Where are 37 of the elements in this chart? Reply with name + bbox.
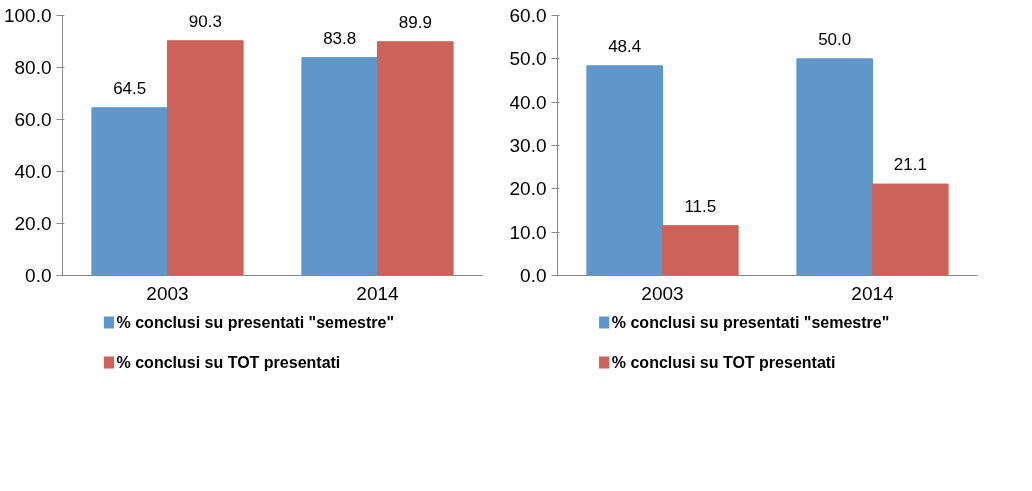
y-tick-label: 10.0 (509, 221, 547, 243)
bar (872, 183, 949, 276)
y-tick-label: 60.0 (509, 5, 547, 26)
bar (662, 225, 739, 276)
bar (796, 58, 873, 276)
bar (167, 40, 244, 276)
y-tick-label: 20.0 (509, 178, 547, 200)
data-label: 11.5 (684, 196, 717, 216)
y-tick-label: 40.0 (14, 161, 52, 182)
x-tick-label: 2014 (851, 282, 895, 304)
y-tick-label: 80.0 (14, 57, 52, 78)
x-tick-label: 2003 (641, 282, 684, 304)
legend-label: % conclusi su TOT presentati (611, 354, 836, 371)
y-tick-label: 30.0 (509, 135, 547, 156)
data-label: 89.9 (398, 12, 432, 32)
legend-label: % conclusi su presentati "semestre" (116, 314, 395, 331)
y-tick-label: 20.0 (14, 213, 52, 234)
x-tick-label: 2014 (356, 282, 400, 304)
y-tick-label: 40.0 (509, 91, 547, 113)
legend-label: % conclusi su presentati "semestre" (611, 314, 890, 331)
y-tick-label: 100.0 (3, 5, 52, 26)
x-tick-label: 2003 (146, 282, 189, 304)
data-label: 48.4 (608, 36, 642, 56)
bar (586, 65, 663, 276)
y-tick-label: 50.0 (509, 48, 547, 70)
y-tick-label: 60.0 (14, 109, 52, 130)
legend-label: % conclusi su TOT presentati (116, 354, 341, 371)
data-label: 50.0 (818, 29, 852, 49)
bar (91, 107, 168, 276)
bar (377, 41, 454, 276)
bar (301, 57, 378, 276)
data-label: 64.5 (113, 78, 147, 98)
y-tick-label: 0.0 (520, 265, 547, 286)
data-label: 21.1 (893, 155, 927, 175)
y-tick-label: 0.0 (25, 265, 52, 286)
data-label: 83.8 (323, 28, 357, 48)
data-label: 90.3 (188, 11, 222, 31)
